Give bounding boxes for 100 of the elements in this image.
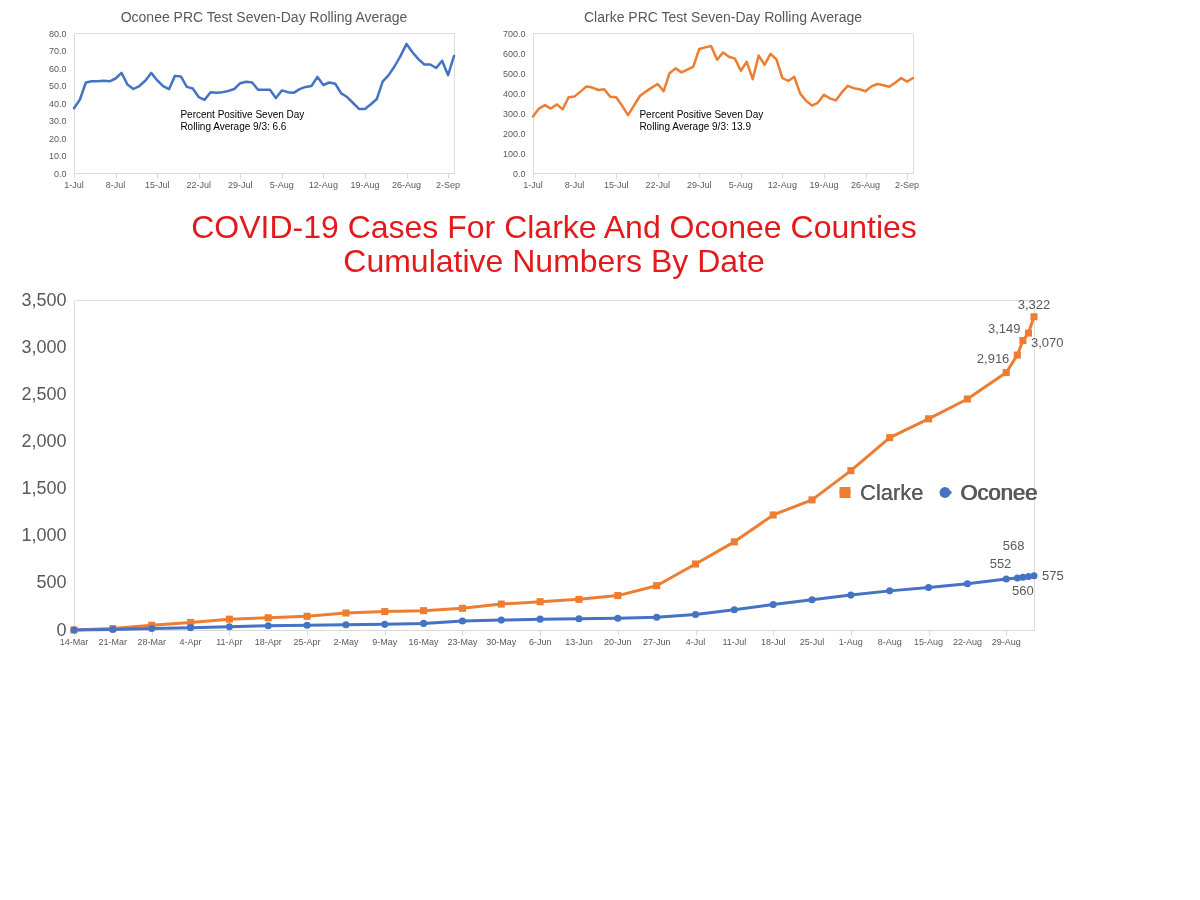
point <box>769 601 777 609</box>
x-tick-label: 26-Aug <box>850 180 881 190</box>
point <box>536 615 544 623</box>
y-tick-label: 500.0 <box>502 68 526 79</box>
x-tick-label: 23-May <box>447 637 478 647</box>
point <box>1019 337 1027 345</box>
x-tick-label: 2-May <box>333 637 359 647</box>
point <box>886 434 894 442</box>
x-tick-label: 11-Jul <box>722 637 747 647</box>
point <box>342 621 350 629</box>
x-tick-label: 1-Aug <box>838 637 863 647</box>
y-tick-label: 0.0 <box>512 168 526 179</box>
point <box>303 621 311 629</box>
line-series <box>531 44 915 118</box>
point <box>497 616 505 624</box>
y-tick-label: 70.0 <box>48 46 67 56</box>
y-tick-label: 3,500 <box>21 289 67 310</box>
point <box>1030 313 1038 321</box>
point <box>458 604 466 612</box>
point <box>847 591 855 599</box>
chart-title: Clarke PRC Test Seven-Day Rolling Average <box>583 9 863 25</box>
point <box>264 614 272 622</box>
x-tick-label: 8-Jul <box>564 180 585 190</box>
y-tick-label: 80.0 <box>48 28 67 39</box>
y-tick-label: 400.0 <box>502 88 526 99</box>
y-tick-label: 2,000 <box>21 430 67 451</box>
x-tick-label: 29-Jul <box>686 180 712 190</box>
point <box>1024 572 1032 580</box>
data-label: 560 <box>1012 583 1034 599</box>
point <box>497 600 505 608</box>
x-tick-label: 12-Aug <box>308 180 338 190</box>
point <box>730 538 738 546</box>
x-tick-label: 30-May <box>486 637 517 647</box>
x-tick-label: 18-Jul <box>760 637 786 647</box>
y-tick-label: 300.0 <box>502 108 526 119</box>
data-label: 2,916 <box>976 351 1010 367</box>
y-tick-label: 60.0 <box>48 63 67 74</box>
legend-label: Oconee <box>960 479 1038 505</box>
chart-title: Oconee PRC Test Seven-Day Rolling Average <box>120 9 408 25</box>
x-tick-label: 19-Aug <box>809 180 839 190</box>
x-tick-label: 2-Sep <box>895 180 920 190</box>
x-tick-label: 19-Aug <box>350 180 380 190</box>
y-tick-label: 100.0 <box>502 148 526 159</box>
x-tick-label: 14-Mar <box>59 637 89 647</box>
y-tick-label: 50.0 <box>48 81 67 91</box>
x-tick-label: 5-Aug <box>728 180 753 190</box>
point <box>925 415 933 423</box>
point <box>1030 572 1038 580</box>
point <box>575 595 583 603</box>
y-tick-label: 30.0 <box>48 116 67 126</box>
point <box>614 614 622 622</box>
y-tick-label: 20.0 <box>48 133 67 144</box>
x-tick-label: 25-Apr <box>293 637 321 647</box>
x-tick-label: 1-Jul <box>523 180 543 190</box>
x-tick-label: 18-Apr <box>254 637 282 647</box>
point <box>691 560 700 568</box>
point <box>1002 369 1010 377</box>
y-tick-label: 200.0 <box>502 128 526 139</box>
point <box>458 617 466 625</box>
data-label: 552 <box>989 555 1012 571</box>
y-tick-label: 1,000 <box>21 525 67 546</box>
chart-title: COVID-19 Cases For Clarke And Oconee Counties Cumulative Numbers By Date <box>191 209 917 279</box>
point <box>886 587 894 595</box>
y-tick-label: 700.0 <box>502 28 526 39</box>
point <box>575 615 583 623</box>
point <box>420 607 428 615</box>
x-tick-label: 1-Jul <box>64 180 84 190</box>
y-tick-label: 600.0 <box>502 48 526 59</box>
x-tick-label: 8-Jul <box>105 180 126 190</box>
point <box>536 598 544 606</box>
point <box>342 609 350 617</box>
x-tick-label: 15-Aug <box>914 637 944 647</box>
point <box>303 612 311 620</box>
data-label: 575 <box>1042 567 1064 583</box>
point <box>691 610 700 618</box>
point <box>808 496 816 504</box>
x-tick-label: 29-Aug <box>991 637 1021 647</box>
y-tick-label: 500 <box>36 572 67 593</box>
x-tick-label: 22-Jul <box>186 180 211 190</box>
x-tick-label: 28-Mar <box>137 637 166 647</box>
point <box>963 395 971 403</box>
point <box>653 582 661 590</box>
annotation: Percent Positive Seven Day Rolling Average 9/3: 6.6 <box>180 109 305 132</box>
x-tick-label: 6-Jun <box>528 637 552 647</box>
x-tick-label: 4-Jul <box>685 637 706 647</box>
x-tick-label: 8-Aug <box>877 637 902 647</box>
y-tick-label: 0 <box>56 619 67 640</box>
point <box>653 613 661 621</box>
x-tick-label: 27-Jun <box>642 637 671 647</box>
point <box>225 615 233 623</box>
data-label: 3,322 <box>1017 296 1051 312</box>
data-label: 568 <box>1002 538 1025 554</box>
point <box>1013 351 1021 359</box>
x-tick-label: 29-Jul <box>227 180 253 190</box>
point <box>187 624 195 632</box>
x-tick-label: 16-May <box>408 637 440 647</box>
x-tick-label: 13-Jun <box>565 637 593 647</box>
x-tick-label: 15-Jul <box>603 180 629 190</box>
point <box>847 467 855 475</box>
y-tick-label: 1,500 <box>21 478 67 499</box>
